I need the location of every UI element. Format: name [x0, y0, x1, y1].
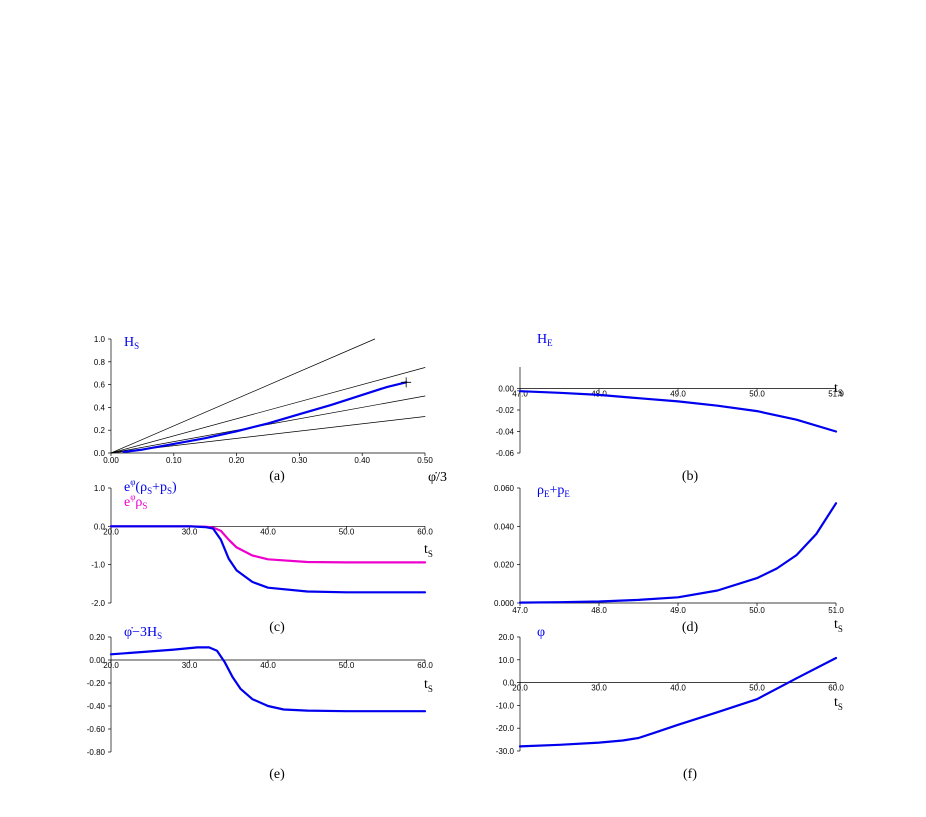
y-tick-label: 0.0	[94, 522, 106, 531]
x-tick-label: 47.0	[512, 390, 528, 399]
x-axis-label: tS	[424, 542, 433, 559]
y-tick-label: 0.00	[89, 656, 105, 665]
panel-f: -30.0 -20.0 -10.0 0.0 10.0 20.0 20.0 30.0 40.0 50…	[496, 625, 845, 782]
x-tick-label: 50.0	[749, 684, 765, 693]
x-tick-label: 20.0	[103, 661, 119, 670]
panel-title: ρE+pE	[537, 483, 570, 499]
x-tick-label: 50.0	[339, 661, 355, 670]
y-tick-label: -2.0	[91, 599, 105, 608]
y-tick-label: -1.0	[91, 561, 105, 570]
x-tick-label: 40.0	[670, 684, 686, 693]
panel-caption: (d)	[682, 620, 699, 635]
y-tick-label: 0.20	[89, 633, 105, 642]
series-line-0	[518, 390, 838, 433]
x-tick-label: 30.0	[182, 527, 198, 536]
x-tick-label: 40.0	[260, 661, 276, 670]
panel-title: HS	[124, 335, 139, 351]
panel-title: eφ(ρS+pS)	[124, 477, 177, 496]
x-tick-label: 60.0	[417, 661, 433, 670]
y-tick-label: -0.80	[87, 748, 106, 757]
x-tick-label: 51.0	[828, 390, 844, 399]
x-tick-label: 20.0	[103, 527, 119, 536]
x-tick-label: 47.0	[512, 606, 528, 615]
panel-e: -0.80 -0.60 -0.40 -0.20 0.00 0.20 20.0 30.0 40.0…	[87, 625, 434, 782]
y-tick-label: 0.6	[94, 381, 106, 390]
y-tick-label: 0.8	[94, 358, 106, 367]
series-line-1	[110, 367, 426, 454]
series-line-1	[109, 525, 427, 594]
y-tick-label: 0.040	[494, 522, 515, 531]
y-tick-label: 0.060	[494, 484, 515, 493]
y-tick-label: -10.0	[496, 701, 515, 710]
x-tick-label: 0.30	[292, 456, 308, 465]
panel-caption: (b)	[682, 469, 699, 484]
x-tick-label: 30.0	[182, 661, 198, 670]
panel-c: -2.0 -1.0 0.0 1.0 20.0 30.0 40.0 50.0 60.0 eφ(ρS+…	[91, 477, 433, 635]
x-tick-label: 49.0	[670, 606, 686, 615]
x-axis-label: tS	[424, 677, 433, 694]
x-tick-label: 0.00	[103, 456, 119, 465]
x-axis-label: tS	[834, 617, 843, 634]
y-tick-label: -0.60	[87, 725, 106, 734]
x-tick-label: 60.0	[828, 684, 844, 693]
y-tick-label: 0.000	[494, 599, 515, 608]
y-tick-label: 0.4	[94, 403, 106, 412]
y-tick-label: 0.2	[94, 426, 106, 435]
y-tick-label: 0.020	[494, 561, 515, 570]
panel-d: 0.000 0.020 0.040 0.060 47.0 48.0 49.0 50.0 51.0…	[494, 483, 844, 635]
x-tick-label: 60.0	[417, 527, 433, 536]
panel-title: HE	[537, 332, 553, 348]
y-tick-label: -0.02	[496, 406, 515, 415]
y-tick-label: -20.0	[496, 724, 515, 733]
panel-caption: (c)	[269, 620, 285, 635]
x-tick-label: 20.0	[512, 684, 528, 693]
point-marker	[401, 377, 412, 388]
y-tick-label: -0.04	[496, 428, 515, 437]
y-tick-label: 10.0	[498, 656, 514, 665]
panel-title-2: eφρS	[124, 492, 147, 511]
panel-title: φ̇−3HS	[124, 625, 162, 641]
series-line-0	[518, 502, 838, 604]
y-tick-label: -0.40	[87, 702, 106, 711]
panel-caption: (e)	[269, 767, 285, 782]
x-tick-label: 50.0	[339, 527, 355, 536]
y-tick-label: -0.06	[496, 449, 515, 458]
y-tick-label: -0.20	[87, 679, 106, 688]
y-tick-label: 0.00	[498, 385, 514, 394]
panel-caption: (f)	[683, 767, 697, 782]
y-tick-label: 0.0	[503, 679, 515, 688]
x-tick-label: 49.0	[670, 390, 686, 399]
series-line-4	[122, 381, 408, 453]
x-tick-label: 0.10	[166, 456, 182, 465]
x-axis-label: tS	[834, 695, 843, 712]
series-line-0	[110, 338, 376, 454]
y-tick-label: 1.0	[94, 335, 106, 344]
y-tick-label: 20.0	[498, 633, 514, 642]
y-tick-label: 1.0	[94, 484, 106, 493]
x-tick-label: 0.20	[229, 456, 245, 465]
y-tick-label: -30.0	[496, 747, 515, 756]
series-line-0	[518, 656, 838, 748]
x-tick-label: 0.40	[354, 456, 370, 465]
panel-a: 0.0 0.2 0.4 0.6 0.8 1.0 0.00 0.10 0.20 0.30 0.40 0.…	[94, 335, 447, 485]
x-tick-label: 40.0	[260, 527, 276, 536]
panel-caption: (a)	[269, 469, 285, 484]
series-line-0	[109, 646, 427, 713]
x-axis-label: tS	[834, 381, 843, 398]
panel-title: φ	[537, 625, 545, 640]
x-tick-label: 30.0	[591, 684, 607, 693]
x-tick-label: 51.0	[828, 606, 844, 615]
x-tick-label: 50.0	[749, 390, 765, 399]
x-axis-label: φ̇/3	[428, 470, 447, 485]
y-tick-label: 0.0	[94, 449, 106, 458]
x-tick-label: 0.50	[417, 456, 433, 465]
x-tick-label: 48.0	[591, 606, 607, 615]
x-tick-label: 50.0	[749, 606, 765, 615]
